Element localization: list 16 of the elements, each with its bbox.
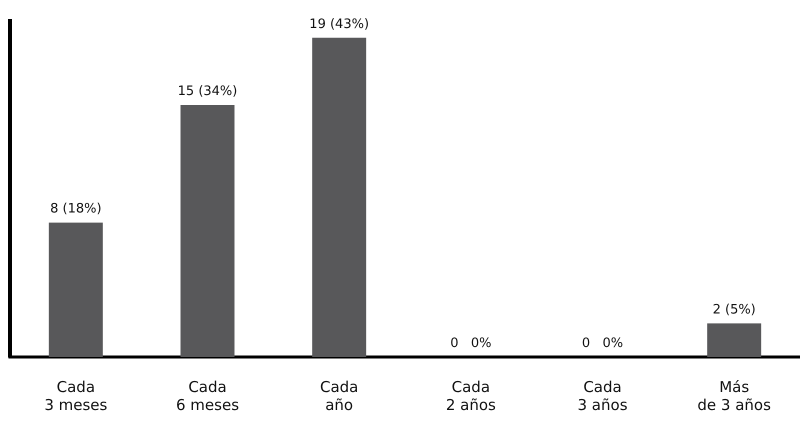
bar: [312, 38, 366, 357]
bar: [707, 323, 762, 357]
data-label: 19 (43%): [309, 16, 370, 32]
bar: [180, 105, 234, 357]
data-label: 8 (18%): [50, 202, 102, 217]
data-label: 0 0%: [582, 336, 624, 351]
x-tick-label: Más de 3 años: [697, 378, 772, 414]
x-tick-label: Cada 2 años: [446, 378, 496, 414]
data-label: 0 0%: [450, 336, 492, 351]
x-tick-label: Cada 3 años: [577, 378, 628, 414]
x-tick-label: Cada año: [320, 378, 358, 414]
x-tick-label: Cada 3 meses: [44, 378, 108, 414]
data-label: 2 (5%): [712, 302, 756, 318]
bar: [48, 222, 103, 357]
x-tick-label: Cada 6 meses: [176, 378, 240, 414]
data-label: 15 (34%): [178, 84, 238, 99]
